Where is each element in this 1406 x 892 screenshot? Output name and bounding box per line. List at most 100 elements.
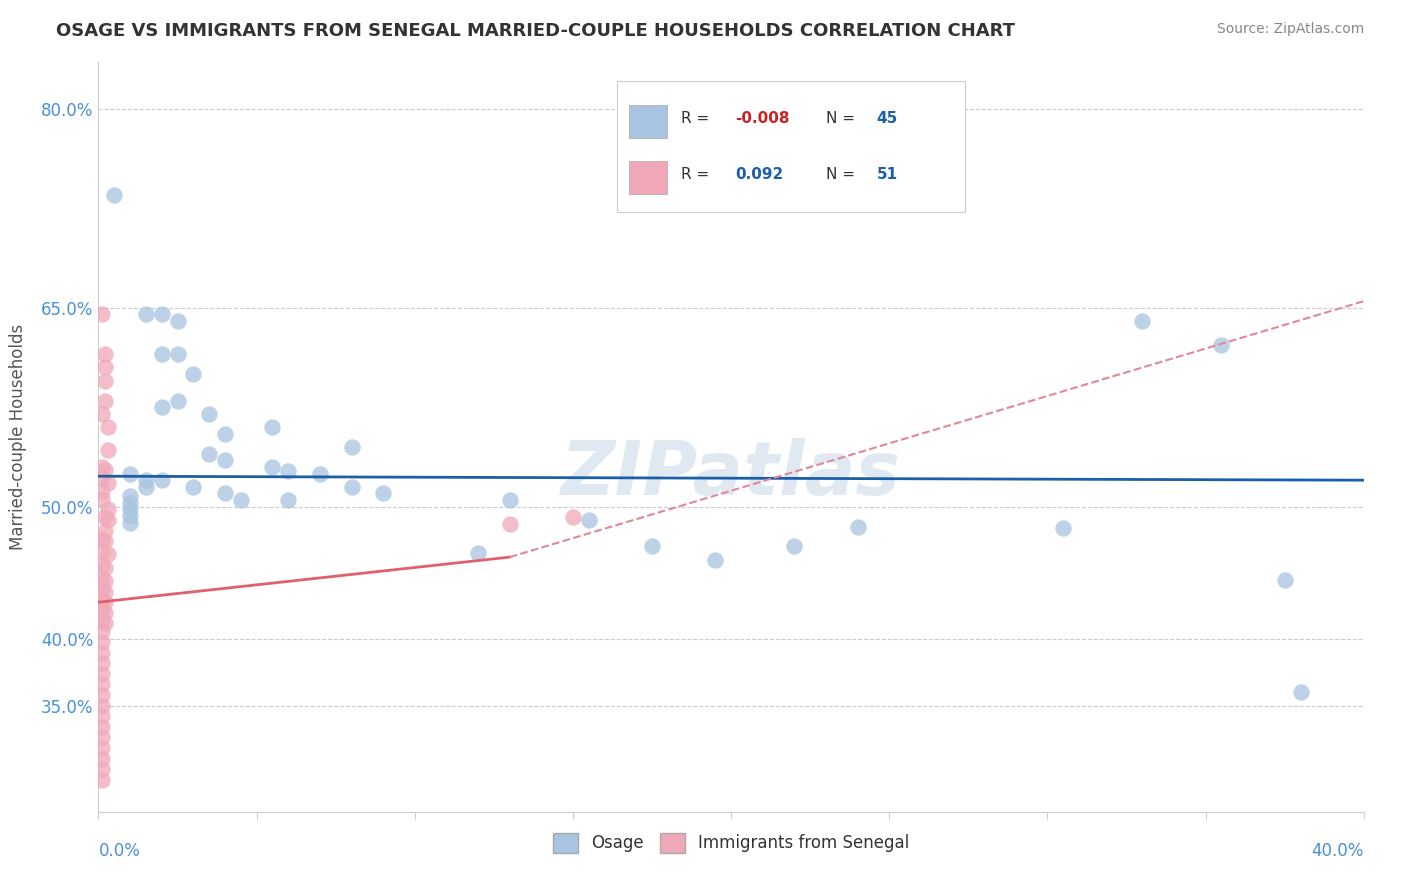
Point [150, 401, 173, 415]
Point [97, 548, 120, 562]
Point [783, 540, 806, 554]
Point [90, 470, 112, 484]
Point [90, 720, 112, 734]
Point [120, 502, 141, 516]
Point [97, 513, 120, 527]
Point [262, 420, 284, 434]
Point [90, 407, 112, 421]
Point [93, 584, 117, 599]
Point [183, 480, 205, 494]
Point [90, 624, 112, 639]
Point [93, 595, 117, 609]
Point [90, 688, 112, 702]
Text: N =: N = [825, 112, 855, 126]
Text: Source: ZipAtlas.com: Source: ZipAtlas.com [1216, 22, 1364, 37]
Text: ZIPatlas: ZIPatlas [561, 438, 901, 511]
Point [90, 582, 112, 596]
Point [120, 496, 141, 510]
Text: 0.092: 0.092 [735, 168, 783, 182]
Point [214, 453, 236, 467]
Point [229, 493, 252, 508]
Point [93, 524, 117, 538]
Point [93, 534, 117, 549]
Text: -0.008: -0.008 [735, 112, 789, 126]
Point [90, 709, 112, 723]
Point [93, 374, 117, 388]
Point [214, 486, 236, 500]
Point [150, 473, 173, 487]
Point [90, 545, 112, 559]
Text: N =: N = [825, 168, 855, 182]
Point [93, 360, 117, 375]
Point [166, 314, 188, 328]
Point [150, 307, 173, 321]
Point [90, 307, 112, 321]
Point [97, 475, 120, 490]
Point [198, 407, 221, 421]
Point [371, 486, 394, 500]
Point [578, 513, 600, 527]
Point [1274, 573, 1296, 587]
Point [135, 480, 157, 494]
Point [166, 347, 188, 361]
Point [90, 614, 112, 628]
Point [90, 731, 112, 745]
Point [90, 603, 112, 617]
Point [846, 519, 869, 533]
Point [90, 666, 112, 681]
Point [93, 462, 117, 476]
Point [498, 516, 520, 531]
Point [277, 464, 299, 478]
Point [467, 546, 489, 560]
Point [214, 426, 236, 441]
Point [90, 698, 112, 713]
Point [90, 532, 112, 546]
Point [135, 307, 157, 321]
Point [561, 510, 585, 524]
FancyBboxPatch shape [617, 81, 966, 212]
Point [641, 540, 664, 554]
Point [90, 772, 112, 787]
Point [97, 420, 120, 434]
Point [704, 553, 727, 567]
Point [90, 459, 112, 474]
Point [183, 367, 205, 381]
Point [166, 393, 188, 408]
Point [120, 516, 141, 530]
Point [340, 440, 363, 454]
Point [90, 483, 112, 498]
Point [93, 560, 117, 574]
Point [90, 741, 112, 756]
Point [90, 762, 112, 776]
Text: 0.0%: 0.0% [98, 842, 141, 860]
Point [90, 491, 112, 506]
Text: OSAGE VS IMMIGRANTS FROM SENEGAL MARRIED-COUPLE HOUSEHOLDS CORRELATION CHART: OSAGE VS IMMIGRANTS FROM SENEGAL MARRIED… [56, 22, 1015, 40]
Point [1211, 338, 1233, 352]
Point [90, 558, 112, 572]
Point [90, 571, 112, 585]
Point [340, 480, 363, 494]
Point [262, 459, 284, 474]
Point [93, 606, 117, 620]
FancyBboxPatch shape [628, 105, 666, 138]
Point [90, 752, 112, 766]
Text: 45: 45 [877, 112, 898, 126]
Point [277, 493, 299, 508]
Point [93, 393, 117, 408]
Y-axis label: Married-couple Households: Married-couple Households [10, 324, 27, 550]
Text: 51: 51 [877, 168, 898, 182]
Point [93, 510, 117, 524]
Point [90, 635, 112, 649]
Point [498, 493, 520, 508]
Text: 40.0%: 40.0% [1312, 842, 1364, 860]
Point [198, 447, 221, 461]
Legend: Osage, Immigrants from Senegal: Osage, Immigrants from Senegal [546, 826, 917, 860]
Text: R =: R = [681, 168, 709, 182]
Point [1052, 521, 1074, 535]
Point [90, 592, 112, 607]
Point [97, 502, 120, 516]
Point [309, 467, 332, 481]
FancyBboxPatch shape [628, 161, 666, 194]
Point [120, 508, 141, 523]
Point [1289, 685, 1312, 699]
